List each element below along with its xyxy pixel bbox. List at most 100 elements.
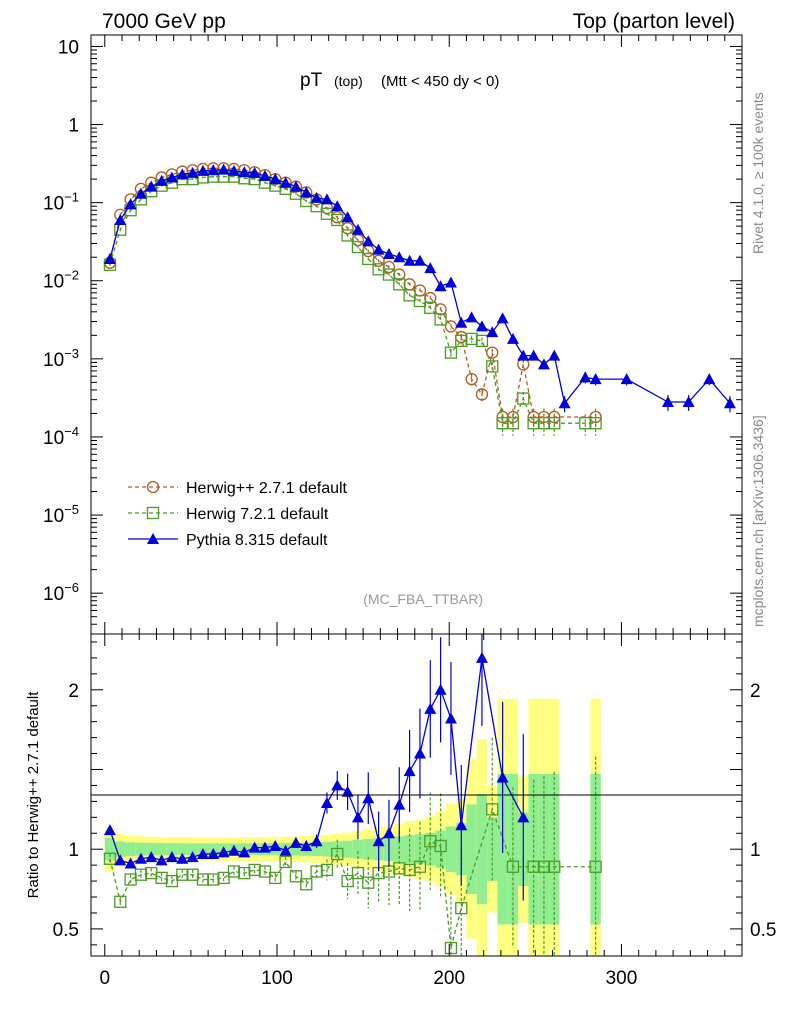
ratio-point: [455, 819, 468, 831]
ratio-point: [372, 835, 385, 847]
data-point: [114, 213, 127, 225]
y-tick-label: 10−4: [43, 424, 79, 449]
data-point: [486, 326, 499, 338]
ratio-band-1sigma: [104, 837, 116, 861]
data-point: [382, 260, 396, 274]
data-point: [217, 163, 230, 175]
data-point: [320, 207, 334, 220]
data-point: [548, 410, 561, 424]
data-point: [176, 168, 189, 180]
ratio-point: [320, 863, 334, 877]
header-right: Top (parton level): [573, 10, 735, 33]
plot-title-sub2: (Mtt < 450 dy < 0): [381, 73, 499, 90]
ratio-point: [155, 871, 168, 885]
ratio-point: [103, 852, 117, 865]
data-point: [517, 349, 530, 361]
data-point: [186, 166, 199, 178]
ratio-point: [517, 811, 530, 823]
ratio-band-1sigma: [352, 839, 364, 859]
x-tick-label: 200: [433, 968, 465, 989]
ratio-band-1sigma: [476, 794, 488, 905]
data-point: [579, 371, 592, 383]
ratio-point: [124, 873, 137, 886]
legend-marker-square: [146, 506, 160, 520]
legend-label-pythia: Pythia 8.315 default: [186, 532, 328, 549]
data-point: [537, 358, 550, 370]
data-point: [579, 417, 592, 430]
ratio-point: [114, 854, 127, 866]
data-point: [682, 396, 695, 408]
ratio-point: [269, 871, 282, 885]
ratio-point: [238, 866, 251, 880]
x-tick-label: 100: [261, 968, 293, 989]
ratio-point: [310, 835, 323, 847]
y-tick-label: 10−5: [43, 502, 79, 527]
data-point: [289, 180, 302, 192]
ratio-point: [145, 851, 158, 863]
data-point: [527, 410, 540, 424]
y-tick-label: 10−6: [43, 580, 79, 605]
ratio-point: [455, 902, 468, 915]
ratio-point: [269, 840, 282, 852]
data-point: [300, 186, 313, 198]
ratio-y-tick-label-right: 0.5: [750, 920, 776, 941]
legend-entry-pythia: Pythia 8.315 default: [128, 532, 328, 549]
ratio-band-1sigma: [146, 842, 157, 856]
ratio-point: [248, 841, 261, 853]
ratio-band-1sigma: [125, 842, 136, 857]
data-point: [548, 349, 561, 361]
analysis-label: (MC_FBA_TTBAR): [363, 591, 483, 607]
ratio-band-1sigma: [187, 843, 198, 856]
data-point: [413, 254, 426, 266]
ratio-point: [124, 857, 137, 869]
ratio-point: [589, 860, 602, 873]
header-left: 7000 GeV pp: [102, 10, 226, 33]
ratio-point: [289, 870, 303, 883]
ratio-point: [176, 868, 189, 881]
legend-marker-triangle: [147, 533, 159, 544]
y-tick-label: 1: [68, 116, 79, 137]
ratio-point: [320, 796, 333, 808]
rivet-version-label: Rivet 4.1.0, ≥ 100k events: [750, 92, 766, 254]
data-point: [475, 320, 488, 332]
data-point: [486, 346, 499, 359]
ratio-band-1sigma: [466, 804, 477, 894]
ratio-point: [444, 941, 458, 955]
ratio-point: [258, 841, 271, 853]
data-point: [393, 278, 406, 291]
ratio-point: [165, 874, 179, 888]
data-point: [393, 268, 406, 281]
data-point: [310, 191, 323, 203]
ratio-point: [527, 860, 540, 873]
data-point: [465, 332, 478, 346]
data-point: [475, 388, 489, 401]
data-point: [548, 417, 561, 430]
legend-entry-herwig7: Herwig 7.2.1 default: [128, 506, 329, 523]
data-point: [496, 410, 509, 424]
data-point: [413, 294, 427, 308]
series-line-2: [109, 168, 731, 405]
ratio-y-tick-label-right: 2: [750, 681, 761, 702]
y-tick-label: 10−1: [43, 190, 79, 215]
data-point: [196, 164, 209, 176]
data-point: [279, 176, 292, 188]
ratio-y-tick-label: 0.5: [53, 920, 79, 941]
data-point: [331, 200, 344, 212]
ratio-point: [258, 865, 272, 878]
ratio-point: [351, 866, 365, 880]
data-point: [475, 334, 489, 347]
data-point: [434, 303, 447, 316]
ratio-band-1sigma: [332, 841, 343, 857]
ratio-point: [134, 852, 147, 864]
data-point: [103, 252, 116, 264]
data-point: [558, 397, 571, 409]
ratio-uncertainty-bands: [104, 698, 601, 956]
data-point: [382, 247, 395, 259]
data-point: [227, 164, 240, 176]
ratio-band-1sigma: [342, 840, 353, 858]
ratio-point: [382, 827, 395, 839]
plot-title-main: pT: [300, 70, 323, 91]
ratio-band-1sigma: [290, 842, 302, 856]
axes-group: 0 100 200 300 10 1 10−1 10−2 10−3 10−4 10−5 10−6 0.5…: [43, 35, 776, 989]
ratio-band-1sigma: [528, 773, 539, 925]
